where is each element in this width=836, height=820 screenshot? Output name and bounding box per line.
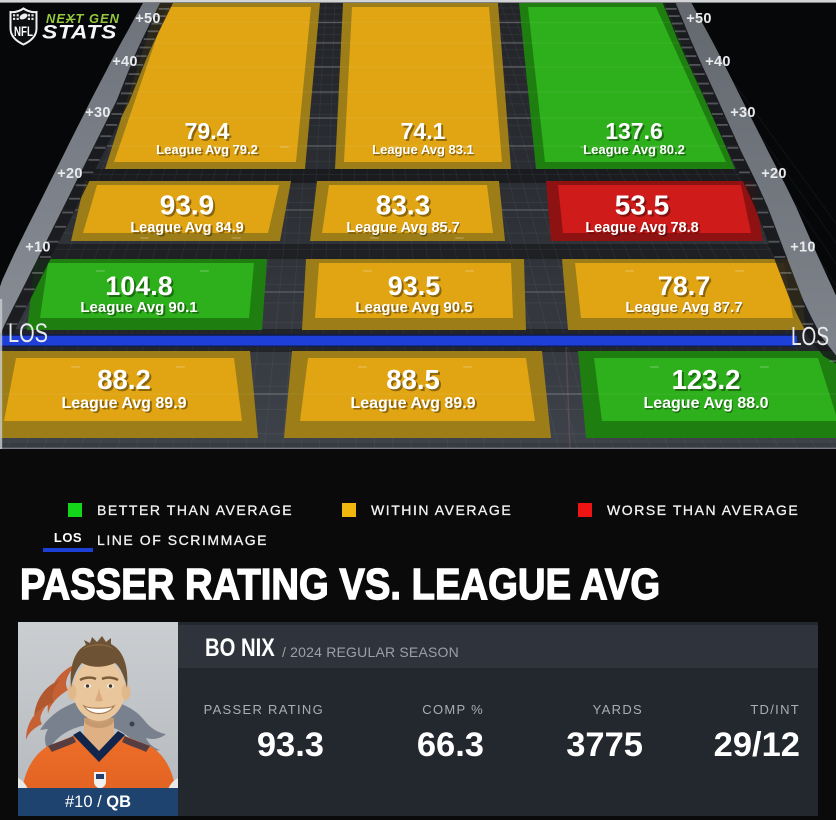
svg-text:League Avg 88.0: League Avg 88.0 [644, 397, 769, 414]
svg-text:88.5: 88.5 [388, 366, 442, 397]
svg-text:League Avg 79.2: League Avg 79.2 [158, 144, 260, 159]
svg-text:+10: +10 [790, 240, 816, 256]
svg-text:League Avg 89.9: League Avg 89.9 [352, 397, 477, 414]
svg-text:League Avg 90.5: League Avg 90.5 [357, 301, 474, 318]
svg-text:+50: +50 [135, 11, 161, 27]
svg-text:53.5: 53.5 [617, 192, 672, 223]
svg-text:+30: +30 [730, 105, 756, 121]
svg-text:+40: +40 [705, 54, 731, 70]
svg-text:79.4: 79.4 [187, 120, 232, 146]
svg-text:NFL: NFL [14, 24, 33, 39]
svg-text:League Avg 90.1: League Avg 90.1 [80, 299, 197, 316]
svg-text:League Avg 89.9: League Avg 89.9 [61, 395, 186, 412]
svg-text:93.5: 93.5 [390, 273, 443, 303]
svg-text:League Avg 84.9: League Avg 84.9 [132, 222, 245, 238]
svg-text:+40: +40 [112, 54, 138, 70]
svg-text:104.8: 104.8 [107, 273, 175, 303]
svg-text:NEXT GEN: NEXT GEN [46, 12, 120, 26]
svg-text:League Avg 89.9: League Avg 89.9 [63, 397, 188, 414]
svg-text:STATS: STATS [42, 23, 117, 44]
svg-text:137.6: 137.6 [605, 118, 663, 144]
svg-text:League Avg 83.1: League Avg 83.1 [372, 142, 474, 157]
svg-text:93.5: 93.5 [388, 271, 441, 301]
svg-text:78.7: 78.7 [660, 273, 713, 303]
svg-text:League Avg 79.2: League Avg 79.2 [156, 142, 258, 157]
svg-text:League Avg 90.1: League Avg 90.1 [82, 301, 199, 318]
svg-text:+10: +10 [25, 240, 51, 256]
svg-text:53.5: 53.5 [615, 190, 670, 221]
svg-text:79.4: 79.4 [185, 118, 230, 144]
svg-text:+20: +20 [761, 166, 787, 182]
svg-text:+20: +20 [57, 166, 83, 182]
svg-text:123.2: 123.2 [674, 366, 743, 397]
svg-text:#10 / QB: #10 / QB [65, 793, 131, 811]
svg-text:LOS: LOS [8, 318, 48, 348]
svg-text:League Avg 87.7: League Avg 87.7 [625, 299, 742, 316]
svg-text:83.3: 83.3 [376, 190, 431, 221]
svg-text:137.6: 137.6 [607, 120, 665, 146]
svg-text:League Avg 84.9: League Avg 84.9 [130, 220, 243, 236]
svg-text:+30: +30 [85, 105, 111, 121]
svg-text:League Avg 90.5: League Avg 90.5 [355, 299, 472, 316]
svg-text:League Avg 87.7: League Avg 87.7 [626, 301, 743, 318]
svg-text:League Avg 83.1: League Avg 83.1 [373, 144, 475, 159]
svg-text:League Avg 85.7: League Avg 85.7 [346, 220, 459, 236]
svg-text:74.1: 74.1 [401, 118, 446, 144]
svg-text:78.7: 78.7 [658, 271, 711, 301]
svg-text:LOS: LOS [791, 321, 829, 351]
svg-text:123.2: 123.2 [672, 364, 741, 395]
svg-text:League Avg 89.9: League Avg 89.9 [350, 395, 475, 412]
svg-text:104.8: 104.8 [105, 271, 173, 301]
svg-text:74.1: 74.1 [403, 120, 448, 146]
svg-text:League Avg 78.8: League Avg 78.8 [585, 220, 698, 236]
svg-text:83.3: 83.3 [378, 192, 433, 223]
svg-text:League Avg 80.2: League Avg 80.2 [583, 142, 685, 157]
svg-text:+50: +50 [686, 11, 712, 27]
svg-text:88.2: 88.2 [99, 366, 153, 397]
svg-text:League Avg 88.0: League Avg 88.0 [643, 395, 768, 412]
svg-text:93.9: 93.9 [162, 192, 217, 223]
svg-text:League Avg 80.2: League Avg 80.2 [585, 144, 687, 159]
svg-text:League Avg 78.8: League Avg 78.8 [587, 222, 700, 238]
svg-text:88.5: 88.5 [386, 364, 440, 395]
svg-text:88.2: 88.2 [97, 364, 151, 395]
svg-text:League Avg 85.7: League Avg 85.7 [347, 222, 460, 238]
svg-text:93.9: 93.9 [160, 190, 215, 221]
